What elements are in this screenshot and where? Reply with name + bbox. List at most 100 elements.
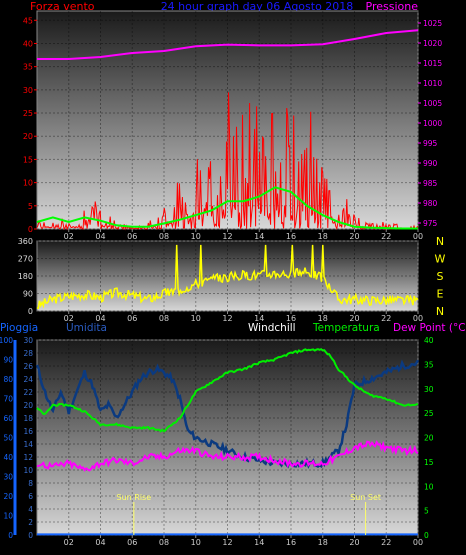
x-tick-label: 18 (318, 538, 328, 547)
y-tick-label-right: 985 (423, 179, 438, 188)
y-tick-label-right: 1000 (423, 119, 442, 128)
y-tick-label: 15 (23, 155, 33, 164)
temp-tick-label: 35 (424, 360, 434, 369)
x-tick-label: 00 (413, 232, 423, 241)
chart-title: 24 hour graph day 06 Agosto 2018 (161, 0, 354, 13)
series-wind-speed (36, 92, 419, 231)
left-axis-title: Forza vento (30, 0, 95, 13)
y-tick-label-right: 995 (423, 139, 438, 148)
y-tick-label: 0 (28, 307, 33, 316)
compass-label: N (436, 235, 444, 248)
humidity-tick-label: 12 (23, 453, 33, 462)
y-tick-label-right: 990 (423, 159, 438, 168)
x-tick-label: 18 (318, 232, 328, 241)
y-tick-label-right: 1005 (423, 99, 442, 108)
x-tick-label: 04 (95, 314, 105, 323)
rain-tick-label: 20 (3, 492, 13, 501)
x-tick-label: 10 (191, 232, 201, 241)
legend-label: Dew Point (°C) (393, 322, 466, 334)
x-tick-label: 04 (95, 232, 105, 241)
temp-tick-label: 10 (424, 482, 434, 491)
x-tick-label: 12 (222, 232, 232, 241)
y-tick-label: 10 (23, 179, 33, 188)
rain-tick-label: 10 (3, 512, 13, 521)
y-tick-label-right: 1010 (423, 79, 442, 88)
y-tick-label: 360 (18, 237, 33, 246)
x-tick-label: 18 (318, 314, 328, 323)
x-tick-label: 06 (127, 232, 137, 241)
compass-label: S (437, 270, 444, 283)
series-wind-direction (36, 244, 419, 310)
rain-tick-label: 90 (3, 356, 13, 365)
y-tick-label: 5 (28, 202, 33, 211)
compass-label: W (435, 253, 446, 266)
rain-tick-label: 80 (3, 375, 13, 384)
y-tick-label: 30 (23, 86, 33, 95)
humidity-tick-label: 26 (23, 362, 33, 371)
humidity-tick-label: 0 (28, 531, 33, 540)
x-tick-label: 10 (191, 314, 201, 323)
y-tick-label: 20 (23, 132, 33, 141)
temp-tick-label: 40 (424, 336, 434, 345)
x-tick-label: 16 (286, 538, 296, 547)
y-tick-label: 90 (23, 290, 33, 299)
x-tick-label: 02 (64, 232, 74, 241)
temp-tick-label: 15 (424, 458, 434, 467)
y-tick-label: 25 (23, 109, 33, 118)
x-tick-label: 22 (381, 232, 391, 241)
x-tick-label: 16 (286, 232, 296, 241)
rain-tick-label: 50 (3, 434, 13, 443)
x-tick-label: 22 (381, 314, 391, 323)
humidity-tick-label: 4 (28, 505, 33, 514)
y-tick-label-right: 980 (423, 199, 438, 208)
x-tick-label: 14 (254, 232, 264, 241)
compass-label: N (436, 305, 444, 318)
humidity-tick-label: 18 (23, 414, 33, 423)
series-pressure (37, 29, 419, 60)
x-tick-label: 00 (413, 314, 423, 323)
y-tick-label: 45 (23, 16, 33, 25)
x-tick-label: 08 (159, 538, 169, 547)
x-tick-label: 02 (64, 314, 74, 323)
x-tick-label: 14 (254, 314, 264, 323)
humidity-tick-label: 20 (23, 401, 33, 410)
humidity-tick-label: 8 (28, 479, 33, 488)
x-tick-label: 04 (95, 538, 105, 547)
x-tick-label: 08 (159, 232, 169, 241)
y-tick-label-right: 1025 (423, 19, 442, 28)
x-tick-label: 06 (127, 538, 137, 547)
temp-tick-label: 0 (424, 531, 429, 540)
sun-marker-label: Sun Rise (117, 493, 152, 502)
panel-bg (36, 10, 419, 230)
y-tick-label: 40 (23, 39, 33, 48)
x-tick-label: 00 (413, 538, 423, 547)
x-tick-label: 08 (159, 314, 169, 323)
legend-label: Windchill (248, 322, 296, 334)
humidity-tick-label: 2 (28, 518, 33, 527)
series-temperature (36, 348, 419, 433)
humidity-tick-label: 6 (28, 492, 33, 501)
humidity-tick-label: 16 (23, 427, 33, 436)
rain-tick-label: 30 (3, 473, 13, 482)
x-tick-label: 14 (254, 538, 264, 547)
x-tick-label: 12 (222, 538, 232, 547)
x-tick-label: 20 (349, 232, 359, 241)
compass-label: E (437, 288, 444, 301)
temp-tick-label: 30 (424, 385, 434, 394)
temp-tick-label: 5 (424, 507, 429, 516)
temp-tick-label: 25 (424, 409, 434, 418)
rain-tick-label: 40 (3, 453, 13, 462)
rain-tick-label: 100 (0, 336, 13, 345)
legend-label: Umidita (66, 322, 107, 334)
y-tick-label: 35 (23, 63, 33, 72)
y-tick-label: 270 (18, 255, 33, 264)
humidity-tick-label: 10 (23, 466, 33, 475)
right-axis-title: Pressione (366, 0, 419, 13)
y-tick-label: 0 (28, 225, 33, 234)
x-tick-label: 16 (286, 314, 296, 323)
x-tick-label: 02 (64, 538, 74, 547)
y-tick-label-right: 1015 (423, 59, 442, 68)
